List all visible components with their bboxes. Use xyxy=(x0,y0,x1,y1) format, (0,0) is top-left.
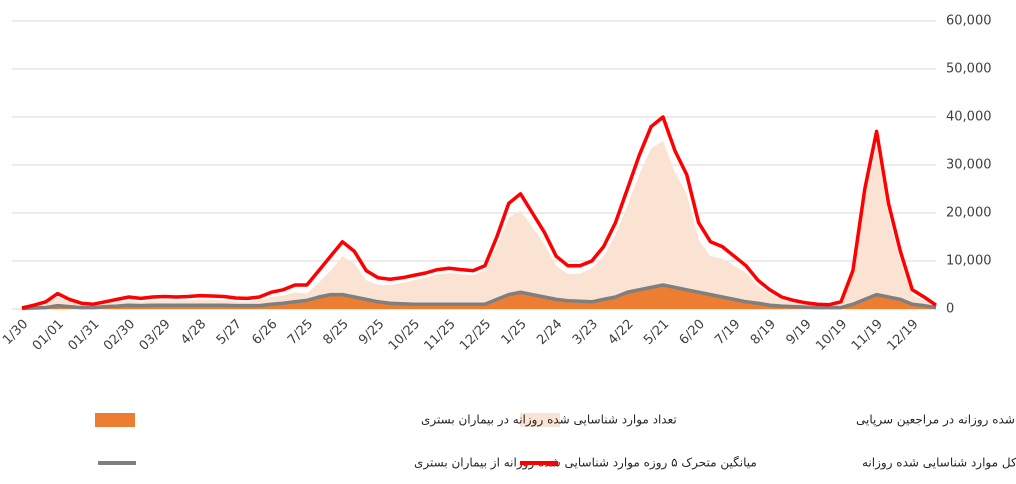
x-tick-label: 5/27 xyxy=(214,317,245,348)
x-tick-label: 10/25 xyxy=(386,317,423,354)
x-tick-label: 9/19 xyxy=(783,317,814,348)
x-tick-label: 4/28 xyxy=(178,317,209,348)
x-tick-label: 8/19 xyxy=(748,317,779,348)
area xyxy=(22,141,936,309)
x-tick-label: 1/30 xyxy=(0,317,31,348)
x-tick-label: 11/25 xyxy=(422,317,459,354)
x-tick-label: 12/19 xyxy=(884,317,921,354)
x-tick-label: 01/01 xyxy=(30,317,67,354)
legend-label: تعداد موارد شناسایی شده روزانه در مراجعی… xyxy=(856,413,1016,428)
line xyxy=(21,283,937,311)
x-tick-label: 01/31 xyxy=(65,317,102,354)
y-tick-label: 50,000 xyxy=(946,62,992,77)
x-tick-label: 3/23 xyxy=(570,317,601,348)
x-tick-label: 12/25 xyxy=(457,317,494,354)
x-tick-label: 8/25 xyxy=(321,317,352,348)
x-tick-label: 03/29 xyxy=(137,317,174,354)
y-tick-label: 10,000 xyxy=(946,254,992,269)
area xyxy=(22,286,936,309)
x-tick-label: 7/25 xyxy=(285,317,316,348)
line xyxy=(21,115,937,310)
x-tick-label: 7/19 xyxy=(712,317,743,348)
x-tick-label: 02/30 xyxy=(101,317,138,354)
y-tick-label: 60,000 xyxy=(946,14,992,29)
legend-swatch xyxy=(520,413,560,427)
legend-label: تعداد موارد شناسایی شده روزانه در بیمارا… xyxy=(421,413,677,428)
x-tick-label: 4/22 xyxy=(605,317,636,348)
x-tick-label: 5/21 xyxy=(641,317,672,348)
x-tick-label: 6/20 xyxy=(677,317,708,348)
x-tick-label: 1/25 xyxy=(499,317,530,348)
y-tick-label: 30,000 xyxy=(946,158,992,173)
x-tick-label: 10/19 xyxy=(813,317,850,354)
x-tick-label: 2/24 xyxy=(534,317,565,348)
legend-swatch xyxy=(95,413,135,427)
x-tick-label: 6/26 xyxy=(249,317,280,348)
y-tick-label: 0 xyxy=(946,302,954,317)
legend-label: میانگین متحرک ۵ روزه کل موارد شناسایی شد… xyxy=(862,456,1016,471)
y-tick-label: 20,000 xyxy=(946,206,992,221)
y-tick-label: 40,000 xyxy=(946,110,992,125)
legend-label: میانگین متحرک ۵ روزه موارد شناسایی شده ر… xyxy=(414,456,757,471)
x-tick-label: 9/25 xyxy=(356,317,387,348)
x-tick-label: 11/19 xyxy=(849,317,886,354)
